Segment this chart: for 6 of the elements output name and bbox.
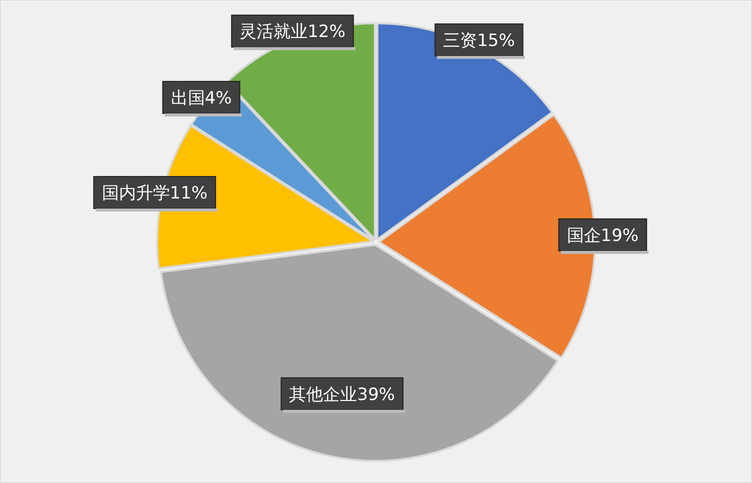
slice-label: 三资15% bbox=[443, 30, 515, 51]
slice-label: 灵活就业12% bbox=[240, 22, 346, 42]
slice-label: 国企19% bbox=[566, 226, 639, 246]
slice-label: 出国4% bbox=[170, 88, 232, 108]
slice-label: 国内升学11% bbox=[102, 184, 208, 204]
slice-label: 其他企业39% bbox=[289, 384, 395, 405]
